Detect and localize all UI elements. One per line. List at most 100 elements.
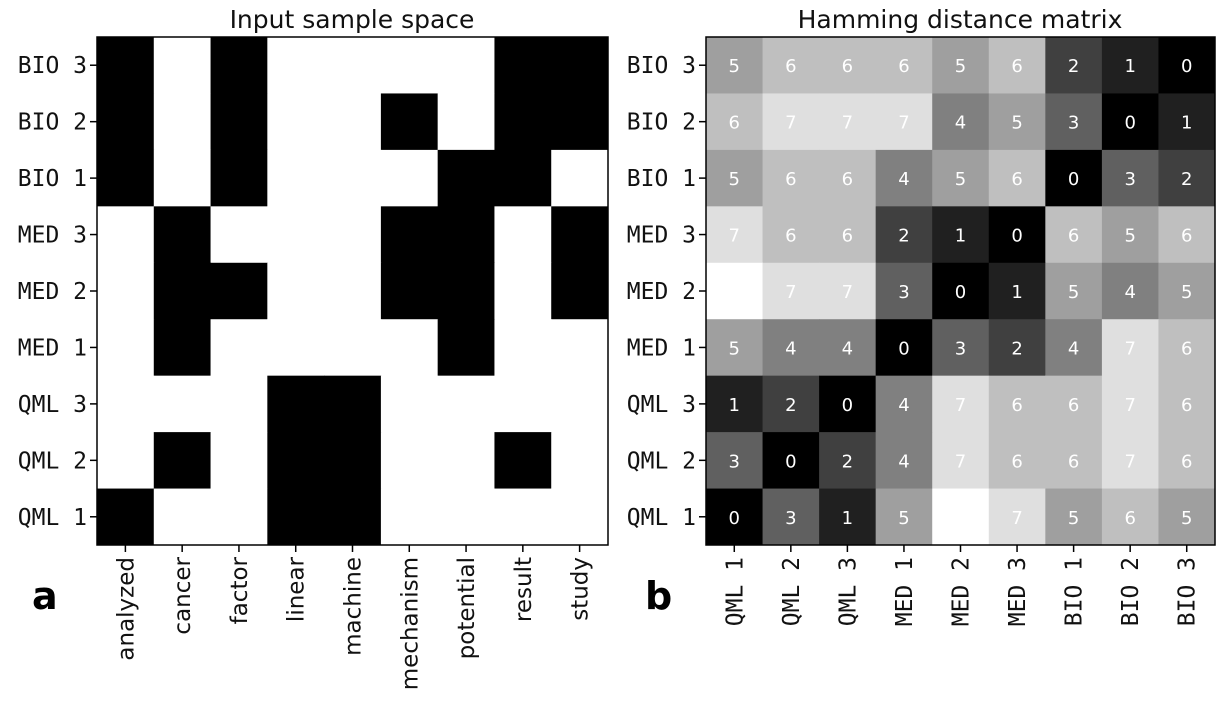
cell-value-label: 6 — [729, 113, 740, 134]
cell-5-5 — [988, 319, 1046, 377]
cell-2-5 — [988, 149, 1046, 207]
cell-3-4 — [932, 206, 990, 264]
cell-value-label: 4 — [785, 338, 796, 359]
cell-7-7 — [494, 432, 552, 490]
cell-0-4 — [932, 37, 990, 94]
cell-value-label: 7 — [842, 113, 853, 134]
cell-4-1 — [153, 262, 212, 320]
cell-0-6 — [437, 37, 495, 94]
cell-3-6 — [1045, 206, 1103, 264]
cell-value-label: 3 — [955, 338, 966, 359]
cell-7-3 — [875, 432, 933, 490]
cell-4-4 — [324, 262, 382, 320]
cell-value-label: 2 — [898, 226, 909, 247]
cell-value-label: 4 — [1068, 338, 1079, 359]
hamming-distance-x-ticks: QML 1 QML 2 QML 3 MED 1 MED 2 MED 3 BIO 1 BIO 2… — [722, 545, 1201, 626]
cell-3-5 — [988, 206, 1046, 264]
hamming-distance-title: Hamming distance matrix — [798, 5, 1123, 34]
cell-value-label: 4 — [898, 451, 909, 472]
cell-2-3 — [267, 149, 325, 207]
x-tick-label: QML 3 — [835, 557, 861, 626]
cell-7-2 — [819, 432, 877, 490]
cell-8-7 — [1101, 488, 1159, 546]
cell-6-0 — [706, 375, 764, 433]
cell-2-1 — [762, 149, 820, 207]
cell-5-2 — [210, 319, 268, 377]
cell-value-label: 0 — [729, 508, 740, 529]
cell-2-0 — [706, 149, 764, 207]
cell-8-1 — [153, 488, 212, 546]
hamming-distance-cells — [706, 37, 1216, 546]
cell-value-label: 2 — [785, 395, 796, 416]
cell-2-5 — [380, 149, 439, 207]
y-tick-label: BIO 1 — [18, 166, 87, 192]
cell-value-label: 4 — [1124, 282, 1135, 303]
cell-value-label: 0 — [842, 395, 853, 416]
cell-7-6 — [437, 432, 495, 490]
cell-value-label: 5 — [955, 56, 966, 77]
cell-0-3 — [875, 37, 933, 94]
cell-value-label: 6 — [1011, 169, 1022, 190]
cell-value-label: 6 — [1068, 226, 1079, 247]
cell-3-0 — [706, 206, 764, 264]
cell-value-label: 5 — [955, 169, 966, 190]
cell-5-3 — [267, 319, 325, 377]
cell-value-label: 5 — [1124, 226, 1135, 247]
cell-0-2 — [819, 37, 877, 94]
x-tick-label: linear — [284, 556, 310, 622]
cell-4-7 — [494, 262, 552, 320]
cell-7-0 — [97, 432, 155, 490]
cell-7-8 — [551, 432, 609, 490]
cell-value-label: 5 — [1011, 113, 1022, 134]
cell-value-label: 0 — [955, 282, 966, 303]
cell-value-label: 6 — [842, 226, 853, 247]
cell-value-label: 7 — [785, 282, 796, 303]
y-tick-label: BIO 1 — [627, 166, 696, 192]
cell-5-0 — [97, 319, 155, 377]
cell-8-5 — [380, 488, 439, 546]
cell-value-label: 1 — [1011, 282, 1022, 303]
cell-value-label: 3 — [1068, 113, 1079, 134]
cell-value-label: 5 — [729, 56, 740, 77]
cell-6-3 — [267, 375, 325, 433]
cell-1-2 — [819, 93, 877, 151]
hamming-distance-value-labels: 5 6 6 6 5 6 2 1 0 6 7 7 7 4 5 3 0 1 5 6 6 4 5 6 0 3 2 7 6 6 2 1 0 6 5 6 7 7 3 0… — [729, 56, 1193, 529]
cell-0-3 — [267, 37, 325, 94]
cell-value-label: 1 — [955, 226, 966, 247]
cell-8-6 — [437, 488, 495, 546]
cell-6-5 — [380, 375, 439, 433]
cell-value-label: 1 — [842, 508, 853, 529]
cell-4-3 — [875, 262, 933, 320]
x-tick-label: cancer — [170, 556, 196, 634]
cell-6-8 — [1158, 375, 1216, 433]
x-tick-label: BIO 1 — [1062, 557, 1088, 626]
cell-3-4 — [324, 206, 382, 264]
cell-0-0 — [97, 37, 155, 94]
cell-value-label: 7 — [1124, 395, 1135, 416]
x-tick-label: mechanism — [397, 557, 423, 690]
y-tick-label: BIO 2 — [627, 110, 696, 136]
input-sample-space-panel: Input sample space BIO 3 BIO 2 BIO 1 MED 3 M… — [18, 5, 609, 690]
cell-6-1 — [153, 375, 212, 433]
cell-1-5 — [380, 93, 439, 151]
cell-value-label: 1 — [1181, 113, 1192, 134]
cell-6-2 — [819, 375, 877, 433]
cell-8-6 — [1045, 488, 1103, 546]
cell-1-8 — [1158, 93, 1216, 151]
cell-4-3 — [267, 262, 325, 320]
cell-4-0 — [706, 262, 764, 320]
cell-4-1 — [762, 262, 820, 320]
cell-4-5 — [988, 262, 1046, 320]
input-sample-space-title: Input sample space — [230, 5, 475, 34]
cell-value-label: 7 — [729, 226, 740, 247]
cell-value-label: 3 — [898, 282, 909, 303]
cell-value-label: 0 — [1011, 226, 1022, 247]
cell-5-6 — [1045, 319, 1103, 377]
cell-value-label: 7 — [955, 451, 966, 472]
cell-value-label: 7 — [785, 113, 796, 134]
cell-value-label: 3 — [785, 508, 796, 529]
y-tick-label: QML 2 — [18, 448, 87, 474]
cell-3-2 — [210, 206, 268, 264]
cell-value-label: 6 — [1068, 451, 1079, 472]
